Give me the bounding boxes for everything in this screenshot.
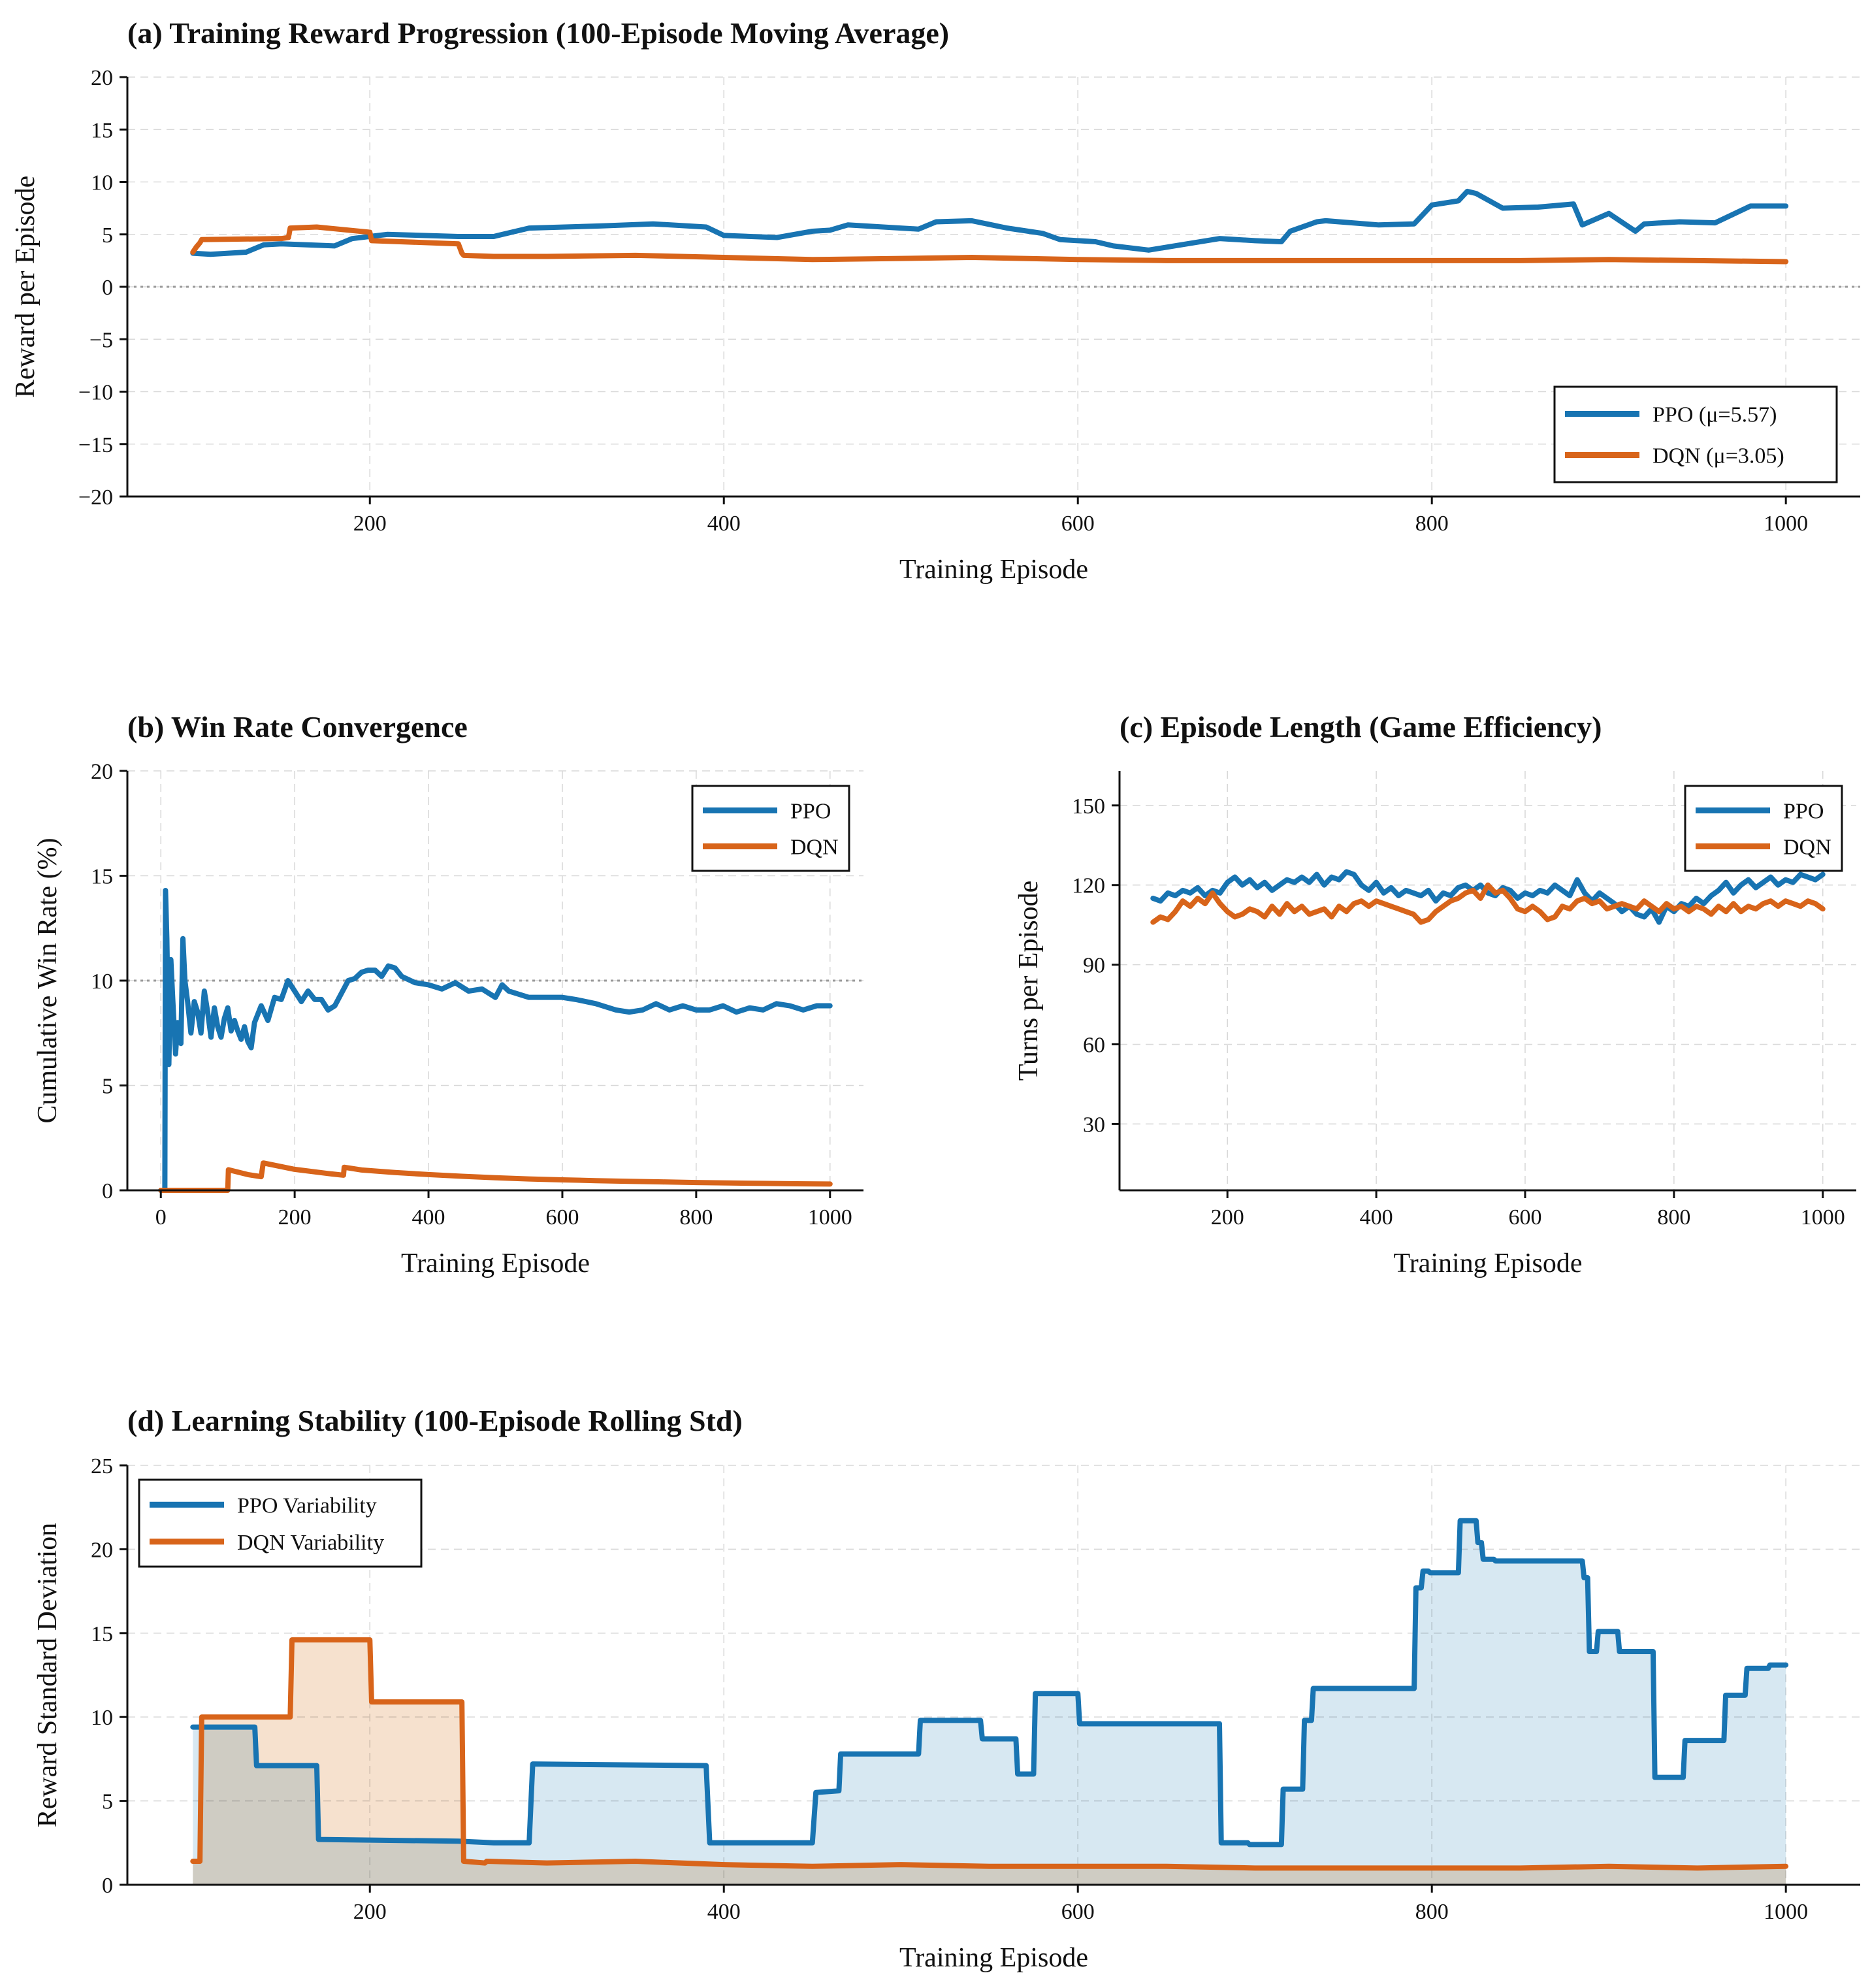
y-tick-label: 5 [102,223,113,248]
y-tick-label: 20 [91,66,113,90]
legend-label: PPO [790,800,831,824]
plot-area [190,188,1789,265]
y-tick-label: 5 [102,1075,113,1099]
plot-area [1150,869,1826,925]
y-axis-label: Cumulative Win Rate (%) [33,838,63,1123]
legend-label: PPO (μ=5.57) [1652,403,1777,427]
x-tick-label: 800 [679,1205,713,1230]
panel-a: (a) Training Reward Progression (100-Epi… [10,16,1860,585]
series-line-ppo-variability [190,1518,1789,1848]
series-fill-ppo-variability [193,1520,1786,1885]
legend-label: DQN (μ=3.05) [1652,444,1784,468]
y-tick-label: 150 [1072,794,1105,819]
legend: PPO DQN [1684,785,1843,872]
x-tick-label: 600 [545,1205,579,1230]
y-tick-label: 5 [102,1790,113,1814]
x-tick-label: 400 [412,1205,445,1230]
x-tick-label: 600 [1061,1900,1095,1924]
x-tick-label: 1000 [808,1205,852,1230]
series-line-ppo [1150,869,1826,925]
x-tick-label: 200 [278,1205,312,1230]
legend-box [691,785,850,872]
x-tick-label: 1000 [1801,1205,1845,1230]
y-tick-label: 30 [1083,1113,1105,1137]
y-tick-label: 60 [1083,1034,1105,1058]
x-tick-label: 200 [353,512,387,536]
y-tick-label: 10 [91,970,113,994]
y-tick-label: 15 [91,1622,113,1646]
y-tick-label: 0 [102,1179,113,1203]
panel-d: (d) Learning Stability (100-Episode Roll… [33,1404,1860,1973]
legend-box [1553,385,1838,483]
panel-title: (c) Episode Length (Game Efficiency) [1120,710,1602,743]
y-tick-label: 10 [91,1706,113,1730]
panel-title: (a) Training Reward Progression (100-Epi… [127,16,949,50]
y-axis-label: Reward Standard Deviation [33,1523,63,1828]
x-axis-label: Training Episode [899,555,1088,585]
y-axis-label: Reward per Episode [10,176,40,399]
x-tick-label: 600 [1061,512,1095,536]
x-axis-label: Training Episode [401,1248,590,1279]
x-tick-label: 800 [1415,1900,1449,1924]
y-tick-label: 15 [91,118,113,142]
legend-box [1684,785,1843,872]
legend-label: PPO Variability [237,1493,377,1518]
x-tick-label: 200 [353,1900,387,1924]
x-tick-label: 0 [155,1205,167,1230]
series-line-ppo [158,887,833,1193]
x-tick-label: 400 [1360,1205,1393,1230]
x-tick-label: 400 [707,512,741,536]
y-tick-label: 0 [102,276,113,300]
y-tick-label: −10 [78,381,113,405]
panel-title: (b) Win Rate Convergence [127,710,468,743]
legend-label: DQN [1783,836,1831,860]
x-tick-label: 800 [1415,512,1449,536]
legend-label: PPO [1783,800,1824,824]
x-axis-label: Training Episode [1394,1248,1583,1279]
y-tick-label: 120 [1072,874,1105,898]
y-tick-label: −20 [78,485,113,510]
series-line-dqn [1150,882,1826,925]
series-line-dqn [158,1160,833,1193]
legend: PPO Variability DQN Variability [138,1478,423,1568]
series-line-dqn-variability [190,1637,1789,1871]
series-fill-dqn-variability [193,1640,1786,1885]
legend: PPO (μ=5.57) DQN (μ=3.05) [1553,385,1838,483]
y-tick-label: 20 [91,760,113,784]
x-tick-label: 1000 [1764,512,1808,536]
series-line-ppo-5-57- [190,188,1789,257]
x-tick-label: 400 [707,1900,741,1924]
y-tick-label: 15 [91,865,113,889]
y-tick-label: 20 [91,1538,113,1562]
y-tick-label: 10 [91,171,113,195]
y-tick-label: 90 [1083,954,1105,978]
legend: PPO DQN [691,785,850,872]
y-tick-label: −5 [89,328,113,352]
x-tick-label: 600 [1508,1205,1541,1230]
legend-box [138,1478,423,1568]
panel-title: (d) Learning Stability (100-Episode Roll… [127,1404,743,1437]
series-line-dqn-3-05- [190,224,1789,265]
y-tick-label: −15 [78,433,113,457]
x-tick-label: 200 [1211,1205,1244,1230]
legend-label: DQN Variability [237,1531,384,1555]
x-tick-label: 1000 [1764,1900,1808,1924]
y-tick-label: 25 [91,1454,113,1478]
x-tick-label: 800 [1657,1205,1690,1230]
plot-area [190,1518,1789,1885]
plot-area [158,887,833,1193]
y-tick-label: 0 [102,1874,113,1898]
x-axis-label: Training Episode [899,1943,1088,1973]
legend-label: DQN [790,836,839,860]
y-axis-label: Turns per Episode [1014,881,1044,1081]
panel-c: (c) Episode Length (Game Efficiency) 200 4… [1014,710,1856,1279]
